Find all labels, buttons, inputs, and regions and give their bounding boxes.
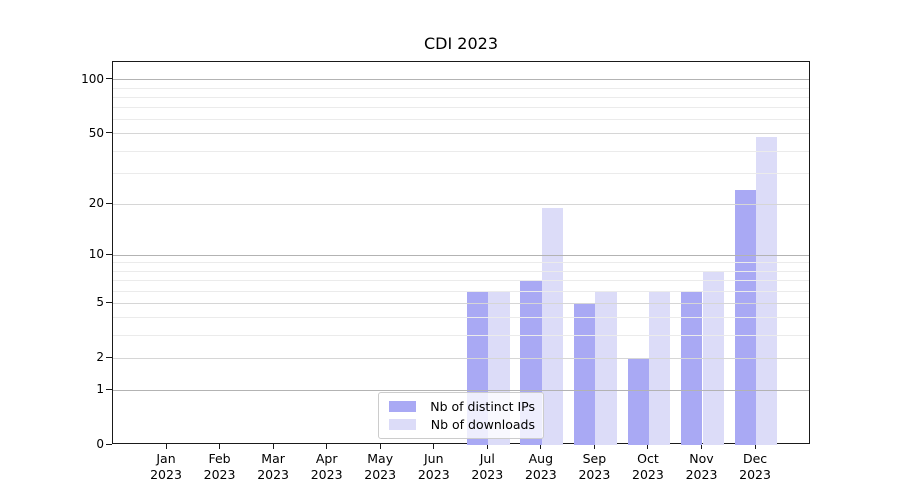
y-tick-label: 50 bbox=[88, 125, 104, 140]
y-tick-label: 0 bbox=[96, 437, 104, 451]
bar-downloads-sep bbox=[595, 291, 617, 445]
y-gridline-major bbox=[113, 79, 809, 81]
y-gridline-minor bbox=[113, 262, 809, 264]
x-tick-mark bbox=[219, 444, 221, 449]
y-tick-label: 5 bbox=[96, 295, 104, 310]
x-tick-label-mar: Mar 2023 bbox=[257, 451, 289, 482]
y-tick-mark bbox=[106, 356, 112, 358]
x-tick-mark bbox=[701, 444, 702, 449]
y-gridline-minor bbox=[113, 107, 809, 109]
x-tick-label-oct: Oct 2023 bbox=[632, 451, 664, 482]
x-tick-label-dec: Dec 2023 bbox=[739, 451, 771, 482]
y-gridline-minor bbox=[113, 87, 809, 89]
chart-title: CDI 2023 bbox=[423, 34, 498, 53]
y-gridline-minor bbox=[113, 290, 809, 292]
x-tick-mark bbox=[379, 444, 381, 449]
y-gridline-major bbox=[113, 389, 809, 391]
y-tick-mark bbox=[106, 78, 112, 80]
bar-downloads-oct bbox=[649, 291, 671, 445]
y-tick-label: 10 bbox=[88, 247, 104, 262]
x-tick-label-aug: Aug 2023 bbox=[524, 451, 557, 482]
x-tick-mark bbox=[165, 444, 167, 449]
y-tick-label: 1 bbox=[96, 382, 104, 397]
x-tick-mark bbox=[326, 444, 328, 449]
y-tick-mark bbox=[106, 202, 112, 204]
x-tick-label-nov: Nov 2023 bbox=[685, 451, 718, 482]
y-gridline-minor bbox=[113, 270, 809, 272]
bar-distinct-ips-nov bbox=[681, 291, 703, 445]
y-gridline-mid bbox=[113, 357, 809, 359]
y-gridline-major bbox=[113, 254, 809, 256]
y-tick-mark bbox=[106, 253, 112, 255]
y-gridline-mid bbox=[113, 302, 809, 304]
x-tick-label-may: May 2023 bbox=[364, 451, 397, 482]
y-tick-mark bbox=[106, 132, 112, 134]
y-tick-mark bbox=[106, 301, 112, 303]
plot-area bbox=[112, 61, 810, 445]
x-tick-mark bbox=[486, 444, 488, 449]
y-gridline-minor bbox=[113, 150, 809, 152]
y-gridline-minor bbox=[113, 172, 809, 174]
y-gridline-mid bbox=[113, 203, 809, 205]
x-tick-mark bbox=[540, 444, 542, 449]
x-tick-label-jul: Jul 2023 bbox=[471, 451, 504, 482]
x-tick-label-jan: Jan 2023 bbox=[150, 451, 182, 482]
legend-entry-downloads: Nb of downloads bbox=[387, 416, 535, 432]
x-tick-label-apr: Apr 2023 bbox=[310, 451, 343, 482]
y-gridline-minor bbox=[113, 96, 809, 98]
bar-distinct-ips-oct bbox=[627, 358, 649, 445]
bar-distinct-ips-sep bbox=[574, 303, 596, 445]
x-tick-label-sep: Sep 2023 bbox=[578, 451, 611, 482]
x-tick-mark bbox=[647, 444, 649, 449]
y-tick-mark bbox=[106, 443, 112, 445]
legend-label-downloads: Nb of downloads bbox=[430, 416, 535, 432]
legend-swatch-distinct-ips bbox=[389, 401, 416, 412]
y-gridline-minor bbox=[113, 317, 809, 319]
y-gridline-mid bbox=[113, 133, 809, 135]
y-gridline-minor bbox=[113, 334, 809, 336]
bar-downloads-aug bbox=[541, 208, 564, 445]
legend-swatch-downloads bbox=[389, 419, 416, 430]
x-tick-mark bbox=[433, 444, 435, 449]
x-tick-mark bbox=[754, 444, 756, 449]
x-tick-label-feb: Feb 2023 bbox=[203, 451, 236, 482]
y-tick-label: 100 bbox=[81, 71, 104, 86]
legend-label-distinct-ips: Nb of distinct IPs bbox=[430, 398, 535, 414]
x-tick-label-jun: Jun 2023 bbox=[417, 451, 450, 482]
x-tick-mark bbox=[272, 444, 274, 449]
x-tick-mark bbox=[593, 444, 595, 449]
y-tick-label: 2 bbox=[96, 350, 104, 365]
y-gridline-minor bbox=[113, 280, 809, 281]
y-tick-mark bbox=[106, 388, 112, 390]
legend: Nb of distinct IPs Nb of downloads bbox=[378, 392, 544, 439]
legend-entry-distinct-ips: Nb of distinct IPs bbox=[387, 398, 535, 414]
y-gridline-minor bbox=[113, 119, 809, 121]
y-tick-label: 20 bbox=[88, 196, 104, 211]
